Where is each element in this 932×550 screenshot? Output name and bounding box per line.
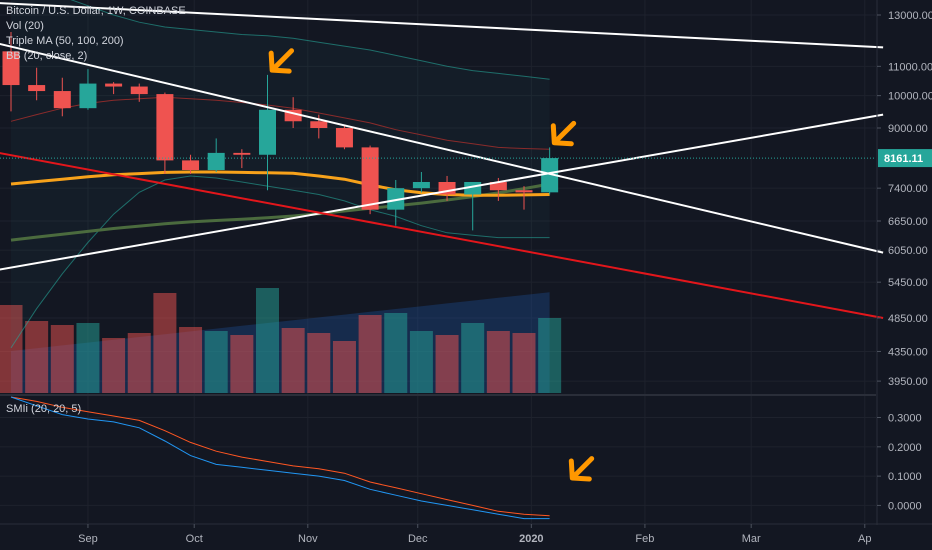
ma-slow-line (10, 182, 550, 242)
volume-bar-21 (538, 318, 562, 393)
legend-bollinger[interactable]: BB (20, close, 2) (6, 50, 88, 62)
volume-bar-8 (204, 331, 228, 393)
ma-fast-line (10, 170, 550, 197)
candle-body-6 (156, 94, 174, 161)
smi-oscillator (0, 394, 876, 520)
price-tick-label-11: 3950.00 (888, 376, 928, 388)
trendline-white-support (0, 113, 884, 271)
trendline-white-resistance-upper (0, 2, 884, 49)
time-tick-label-7: Ap (858, 533, 871, 545)
volume-bar-16 (409, 331, 433, 393)
arrow-price-1 (550, 120, 577, 147)
candle-body-16 (412, 182, 430, 189)
last-price-badge (878, 149, 932, 168)
smi-signal-line (10, 396, 550, 517)
volume-bar-7 (179, 327, 203, 393)
candle-body-21 (541, 158, 559, 193)
price-tick-label-9: 4850.00 (888, 313, 928, 325)
time-tick-label-1: Oct (186, 533, 203, 545)
bb-lower-line (10, 175, 550, 349)
time-tick-label-2: Nov (298, 533, 318, 545)
osc-tick-label-0: 0.3000 (888, 413, 922, 425)
volume-bar-18 (461, 323, 485, 393)
price-tick-label-8: 5450.00 (888, 277, 928, 289)
volume-bar-20 (512, 333, 536, 393)
legend-volume[interactable]: Vol (20) (6, 20, 44, 32)
candle-body-13 (335, 128, 353, 148)
candle-body-0 (2, 51, 20, 86)
time-tick-label-3: Dec (408, 533, 428, 545)
volume-bar-4 (102, 338, 126, 393)
annotation-arrows (268, 48, 595, 482)
osc-tick-label-2: 0.1000 (888, 471, 922, 483)
candle-body-7 (182, 160, 200, 171)
volume-bar-5 (127, 333, 151, 393)
price-tick-label-6: 6650.00 (888, 216, 928, 228)
volume-bar-10 (256, 288, 279, 393)
osc-tick-label-1: 0.2000 (888, 442, 922, 454)
bb-upper-line (70, 0, 550, 80)
grid-lines (0, 0, 876, 523)
candle-body-4 (105, 83, 123, 87)
time-tick-label-4: 2020 (519, 533, 543, 545)
bb-middle-line (10, 96, 550, 150)
candlesticks[interactable] (2, 32, 559, 231)
last-price-label: 8161.11 (884, 153, 923, 165)
price-tick-label-10: 4350.00 (888, 346, 928, 358)
volume-bar-17 (435, 335, 459, 393)
legend-symbol[interactable]: Bitcoin / U.S. Dollar, 1W, COINBASE (6, 5, 186, 17)
candle-body-15 (387, 188, 405, 210)
candle-body-8 (207, 152, 225, 171)
candle-body-9 (233, 152, 251, 155)
price-tick-label-5: 7400.00 (888, 183, 928, 195)
trendlines[interactable] (0, 1, 884, 320)
volume-bar-15 (384, 313, 408, 393)
candle-body-11 (284, 109, 302, 122)
volume-bar-1 (25, 321, 49, 393)
volume-bar-3 (76, 323, 100, 393)
smi-line (10, 396, 550, 520)
candle-body-2 (53, 91, 71, 109)
price-tick-label-3: 9000.00 (888, 123, 928, 135)
volume-bar-19 (486, 331, 510, 393)
candle-body-14 (361, 147, 379, 210)
trendline-white-resistance-mid (0, 43, 884, 254)
osc-tick-label-3: 0.0000 (888, 500, 922, 512)
volume-bar-6 (153, 293, 177, 393)
volume-bar-2 (50, 325, 74, 393)
trendline-red-support (0, 152, 884, 320)
oscillator-label[interactable]: SMIi (20, 20, 5) (6, 403, 82, 415)
volume-bar-11 (281, 328, 305, 393)
candle-body-12 (310, 121, 328, 129)
volume-bar-13 (332, 341, 356, 393)
price-tick-label-0: 13000.00 (888, 10, 932, 22)
moving-averages (10, 170, 550, 242)
volume-bar-9 (230, 335, 254, 393)
volume-bar-14 (358, 315, 382, 393)
candle-body-10 (259, 109, 276, 155)
time-tick-label-0: Sep (78, 533, 98, 545)
volume-bar-12 (307, 333, 331, 393)
candle-body-20 (515, 190, 533, 193)
price-tick-label-7: 6050.00 (888, 245, 928, 257)
time-tick-label-6: Mar (742, 533, 761, 545)
price-tick-label-1: 11000.00 (888, 61, 932, 73)
legend-triple-ma[interactable]: Triple MA (50, 100, 200) (6, 35, 124, 47)
arrow-price-0 (268, 48, 295, 74)
candle-body-3 (79, 83, 97, 109)
price-tick-label-2: 10000.00 (888, 91, 932, 103)
arrow-osc-0 (568, 456, 595, 482)
time-tick-label-5: Feb (635, 533, 654, 545)
chart-legend: Bitcoin / U.S. Dollar, 1W, COINBASE Vol … (6, 4, 186, 64)
candle-body-19 (489, 182, 507, 191)
candle-body-5 (130, 86, 148, 95)
volume-bar-0 (0, 305, 23, 393)
candle-body-1 (28, 85, 46, 92)
volume-bars (0, 288, 562, 393)
